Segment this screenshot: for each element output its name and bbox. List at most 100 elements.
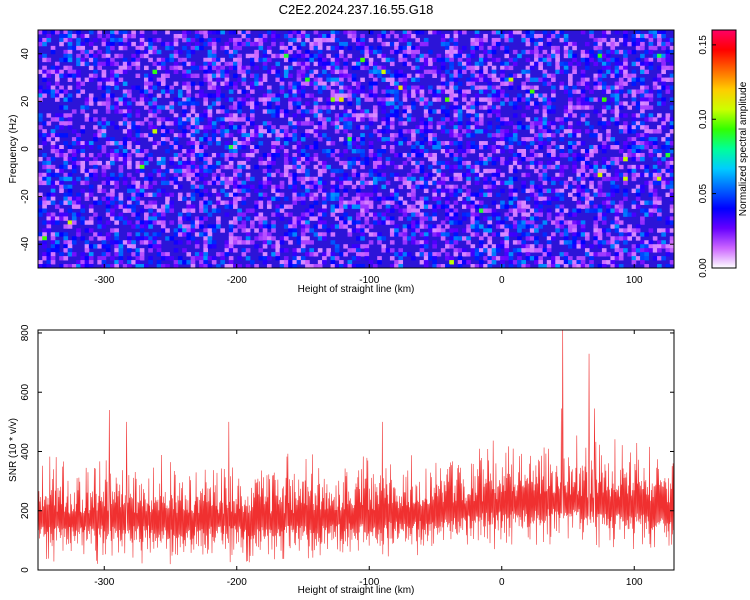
heatmap-cell	[237, 53, 242, 59]
heatmap-cell	[635, 37, 641, 43]
heatmap-cell	[584, 113, 590, 118]
heatmap-cell	[521, 212, 526, 217]
heatmap-cell	[517, 208, 522, 213]
heatmap-cell	[211, 81, 217, 86]
heatmap-cell	[118, 69, 124, 75]
heatmap-cell	[101, 37, 107, 43]
heatmap-cell	[275, 149, 281, 154]
heatmap-cell	[292, 61, 298, 67]
heatmap-cell	[347, 137, 353, 142]
heatmap-cell	[512, 232, 518, 237]
heatmap-cell	[322, 168, 327, 174]
heatmap-cell	[504, 53, 510, 59]
heatmap-cell	[203, 264, 208, 269]
heatmap-cell	[368, 192, 374, 197]
heatmap-cell	[207, 49, 213, 55]
heatmap-cell	[377, 97, 382, 102]
heatmap-cell	[54, 240, 60, 245]
heatmap-cell	[173, 176, 179, 182]
heatmap-cell	[669, 240, 675, 245]
heatmap-cell	[76, 196, 81, 201]
heatmap-cell	[182, 149, 187, 154]
heatmap-cell	[148, 85, 153, 90]
heatmap-cell	[317, 208, 323, 213]
heatmap-cell	[71, 149, 77, 154]
heatmap-cell	[423, 129, 429, 134]
heatmap-cell	[288, 73, 293, 78]
heatmap-cell	[589, 57, 594, 63]
heatmap-cell	[46, 192, 52, 197]
heatmap-cell	[300, 232, 306, 237]
heatmap-cell	[54, 77, 60, 82]
heatmap-cell	[190, 164, 196, 170]
heatmap-cell	[186, 53, 192, 59]
heatmap-cell	[292, 93, 298, 98]
heatmap-cell	[254, 216, 259, 221]
heatmap-cell	[568, 156, 573, 162]
heatmap-cell	[657, 77, 662, 82]
heatmap-cell	[584, 41, 590, 47]
heatmap-cell	[101, 240, 107, 245]
heatmap-cell	[63, 73, 69, 78]
heatmap-cell	[525, 77, 531, 82]
heatmap-cell	[279, 184, 285, 190]
heatmap-cell	[228, 37, 234, 43]
heatmap-cell	[457, 81, 463, 86]
heatmap-cell	[512, 240, 518, 245]
heatmap-cell	[93, 168, 98, 174]
heatmap-cell	[127, 101, 132, 106]
heatmap-cell	[436, 252, 442, 257]
heatmap-cell	[364, 45, 370, 51]
heatmap-cell	[419, 232, 425, 237]
heatmap-cell	[495, 125, 501, 130]
heatmap-cell	[517, 264, 522, 269]
heatmap-cell	[334, 65, 340, 71]
heatmap-cell	[300, 192, 306, 197]
heatmap-cell	[127, 141, 132, 146]
heatmap-cell	[76, 81, 81, 86]
heatmap-cell	[101, 53, 107, 59]
heatmap-cell	[402, 240, 408, 245]
heatmap-cell	[347, 156, 353, 162]
heatmap-cell	[84, 244, 90, 249]
heatmap-cell	[512, 73, 518, 78]
heatmap-cell	[110, 188, 115, 194]
heatmap-cell	[194, 164, 200, 170]
heatmap-cell	[84, 53, 90, 59]
heatmap-cell	[343, 109, 348, 114]
heatmap-cell	[491, 244, 497, 249]
heatmap-cell	[495, 57, 501, 63]
heatmap-cell	[406, 172, 412, 178]
heatmap-cell	[97, 30, 102, 35]
heatmap-cell	[59, 89, 64, 94]
heatmap-cell	[555, 156, 560, 162]
heatmap-cell	[563, 256, 569, 261]
heatmap-cell	[559, 85, 565, 90]
heatmap-cell	[59, 145, 64, 150]
heatmap-cell	[76, 77, 81, 82]
heatmap-cell	[669, 236, 675, 241]
heatmap-cell	[76, 137, 81, 142]
heatmap-cell	[84, 156, 90, 162]
heatmap-cell	[445, 188, 450, 194]
heatmap-cell	[245, 256, 251, 261]
heatmap-cell	[322, 57, 327, 63]
heatmap-cell	[105, 264, 111, 269]
heatmap-cell	[618, 105, 624, 110]
heatmap-cell	[449, 133, 454, 138]
heatmap-cell	[402, 129, 408, 134]
heatmap-cell	[546, 105, 552, 110]
heatmap-cell	[449, 236, 454, 241]
heatmap-cell	[555, 30, 560, 35]
heatmap-cell	[597, 49, 603, 55]
heatmap-cell	[580, 97, 586, 102]
heatmap-cell	[580, 81, 586, 86]
heatmap-cell	[127, 93, 132, 98]
heatmap-cell	[326, 109, 331, 114]
heatmap-cell	[144, 184, 149, 190]
heatmap-cell	[275, 192, 281, 197]
heatmap-cell	[317, 117, 323, 122]
heatmap-cell	[538, 45, 543, 51]
heatmap-cell	[512, 188, 518, 194]
heatmap-cell	[300, 89, 306, 94]
